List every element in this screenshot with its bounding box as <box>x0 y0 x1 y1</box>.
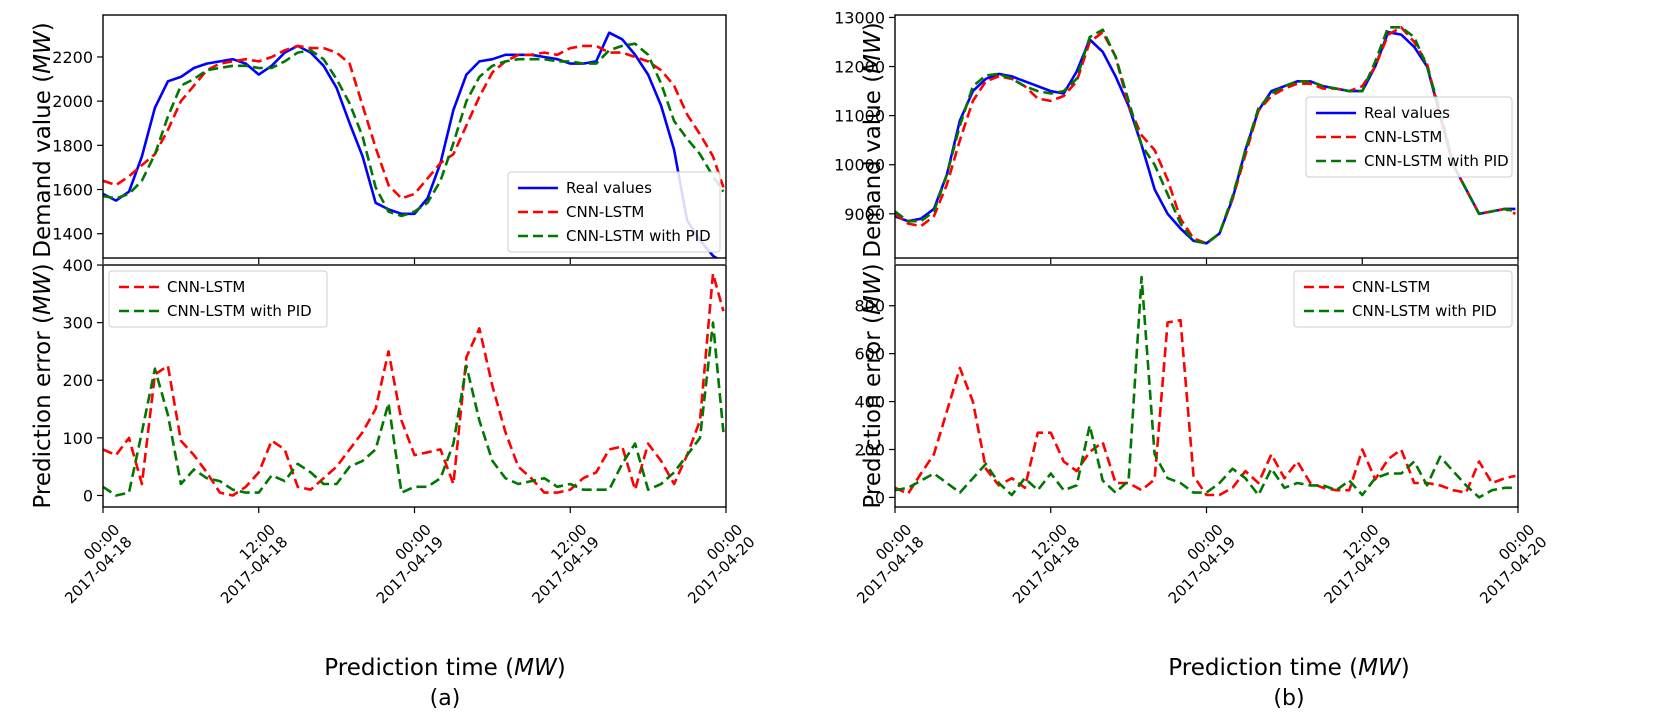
a-demand-series-real-values <box>103 31 719 258</box>
panel-a-demand-ylabel: Demand value (MW) <box>30 22 56 258</box>
a-error-xtick-label: 12:002017-04-18 <box>205 521 292 608</box>
a-demand-ytick-label: 1400 <box>52 225 93 244</box>
caption-b: (b) <box>1273 686 1304 711</box>
panel-a-xlabel: Prediction time (MW) <box>324 655 565 681</box>
a-demand-legend-label: CNN-LSTM with PID <box>566 227 711 245</box>
b-demand-legend-label: Real values <box>1364 104 1450 122</box>
b-demand-ytick-label: 11000 <box>834 107 885 126</box>
b-error-ytick-label: 600 <box>854 345 885 364</box>
a-error-series-cnn-lstm <box>103 272 725 497</box>
b-error-ytick-label: 400 <box>854 393 885 412</box>
a-demand-legend-label: CNN-LSTM <box>566 203 644 221</box>
a-demand-ytick-label: 2200 <box>52 48 93 67</box>
b-error-ytick-label: 200 <box>854 440 885 459</box>
b-error-xtick-label: 00:002017-04-19 <box>1152 521 1239 608</box>
b-error-xtick-label: 00:002017-04-18 <box>841 521 928 608</box>
a-error-ytick-label: 200 <box>62 371 93 390</box>
panel-b-xlabel: Prediction time (MW) <box>1168 655 1409 681</box>
b-demand-legend: Real values CNN-LSTM CNN-LSTM with PID <box>1305 96 1513 178</box>
caption-a: (a) <box>430 686 461 711</box>
a-error-ytick-label: 100 <box>62 429 93 448</box>
panel-a-demand-chart: 1400 1600 1800 2000 2200 Real values CNN-LSTM C… <box>52 14 727 264</box>
a-demand-legend: Real values CNN-LSTM CNN-LSTM with PID <box>507 171 721 253</box>
b-error-xtick-label: 12:002017-04-18 <box>997 521 1084 608</box>
b-error-legend-label: CNN-LSTM <box>1352 278 1430 296</box>
panel-b-demand-ylabel: Demand value (MW) <box>860 22 886 258</box>
b-demand-ytick-label: 13000 <box>834 8 885 27</box>
a-error-xtick-label: 00:002017-04-19 <box>360 521 447 608</box>
b-error-ytick-label: 0 <box>875 488 885 507</box>
b-error-legend-label: CNN-LSTM with PID <box>1352 302 1497 320</box>
a-demand-ytick-label: 1600 <box>52 181 93 200</box>
b-error-legend: CNN-LSTM CNN-LSTM with PID <box>1293 270 1513 328</box>
a-demand-ytick-label: 2000 <box>52 92 93 111</box>
b-error-ytick-label: 800 <box>854 297 885 316</box>
a-error-ytick-label: 300 <box>62 314 93 333</box>
b-error-series-cnn-lstm-with-pid <box>895 275 1516 499</box>
a-error-legend: CNN-LSTM CNN-LSTM with PID <box>108 270 328 328</box>
panel-a-error-ylabel: Prediction error (MW) <box>30 263 56 508</box>
b-demand-legend-label: CNN-LSTM <box>1364 128 1442 146</box>
b-demand-ytick-label: 12000 <box>834 58 885 77</box>
panel-b-demand-chart: 9000 10000 11000 12000 13000 Real values CNN-L… <box>834 8 1519 264</box>
b-demand-ytick-label: 9000 <box>844 205 885 224</box>
b-demand-series-real-values <box>895 30 1516 245</box>
panel-b-error-chart: 0 200 400 600 800 00:002017-04-18 12:002017-04… <box>841 264 1551 608</box>
b-demand-series-cnn-lstm <box>895 26 1516 245</box>
panel-a-error-chart: 0 100 200 300 400 00:002017-04-18 12:002017-04… <box>49 256 759 608</box>
a-demand-ytick-label: 1800 <box>52 136 93 155</box>
a-error-xtick-label: 00:002017-04-20 <box>672 521 759 608</box>
a-error-ytick-label: 400 <box>62 256 93 275</box>
b-error-series-cnn-lstm <box>895 318 1516 497</box>
a-error-series-cnn-lstm-with-pid <box>103 321 725 497</box>
a-error-xtick-label: 12:002017-04-19 <box>516 521 603 608</box>
a-error-legend-label: CNN-LSTM with PID <box>167 302 312 320</box>
b-error-xtick-label: 00:002017-04-20 <box>1464 521 1551 608</box>
a-error-ytick-label: 0 <box>83 486 93 505</box>
b-demand-legend-label: CNN-LSTM with PID <box>1364 152 1509 170</box>
b-demand-ytick-label: 10000 <box>834 156 885 175</box>
b-error-xtick-label: 12:002017-04-19 <box>1308 521 1395 608</box>
panel-b-error-ylabel: Prediction error (MW) <box>860 263 886 508</box>
a-demand-legend-label: Real values <box>566 179 652 197</box>
a-demand-series-cnn-lstm-with-pid <box>103 42 725 218</box>
a-error-legend-label: CNN-LSTM <box>167 278 245 296</box>
a-error-xtick-label: 00:002017-04-18 <box>49 521 136 608</box>
